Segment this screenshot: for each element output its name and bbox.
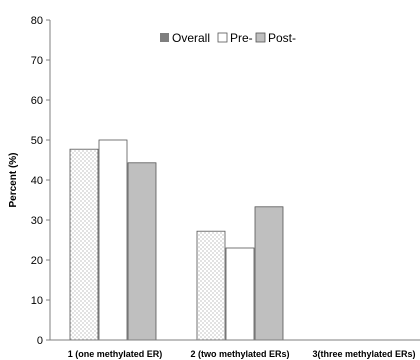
- bar-pre: [225, 247, 255, 341]
- y-tick-label: 30: [31, 215, 43, 227]
- legend-swatch-post: [255, 32, 266, 43]
- x-category-label: 3(three methylated ERs): [312, 349, 415, 359]
- y-tick-label: 10: [31, 295, 43, 307]
- bar-overall: [196, 230, 226, 341]
- y-tick-label: 50: [31, 135, 43, 147]
- y-tick-label: 80: [31, 15, 43, 27]
- y-axis-label: Percent (%): [8, 152, 19, 207]
- x-category-label: 1 (one methylated ER): [68, 349, 163, 359]
- bar-post: [254, 206, 284, 341]
- y-tick-label: 20: [31, 255, 43, 267]
- y-tick-label: 0: [37, 335, 43, 347]
- y-tick-label: 70: [31, 55, 43, 67]
- bar-post: [127, 162, 157, 341]
- legend-swatch-pre: [217, 32, 228, 43]
- bars: [69, 139, 284, 341]
- x-category-label: 2 (two methylated ERs): [190, 349, 289, 359]
- bar-pre: [98, 139, 128, 341]
- x-axis-labels: 1 (one methylated ER) 2 (two methylated E…: [68, 349, 416, 359]
- y-tick-label: 40: [31, 175, 43, 187]
- legend-label-pre: Pre-: [230, 31, 253, 45]
- legend-label-overall: Overall: [172, 31, 210, 45]
- y-axis: 0 10 20 30 40 50 60 70 80: [31, 15, 51, 347]
- legend: Overall Pre- Post-: [160, 31, 296, 45]
- legend-label-post: Post-: [268, 31, 296, 45]
- legend-swatch-overall: [160, 33, 169, 42]
- bar-overall: [69, 148, 99, 341]
- y-tick-label: 60: [31, 95, 43, 107]
